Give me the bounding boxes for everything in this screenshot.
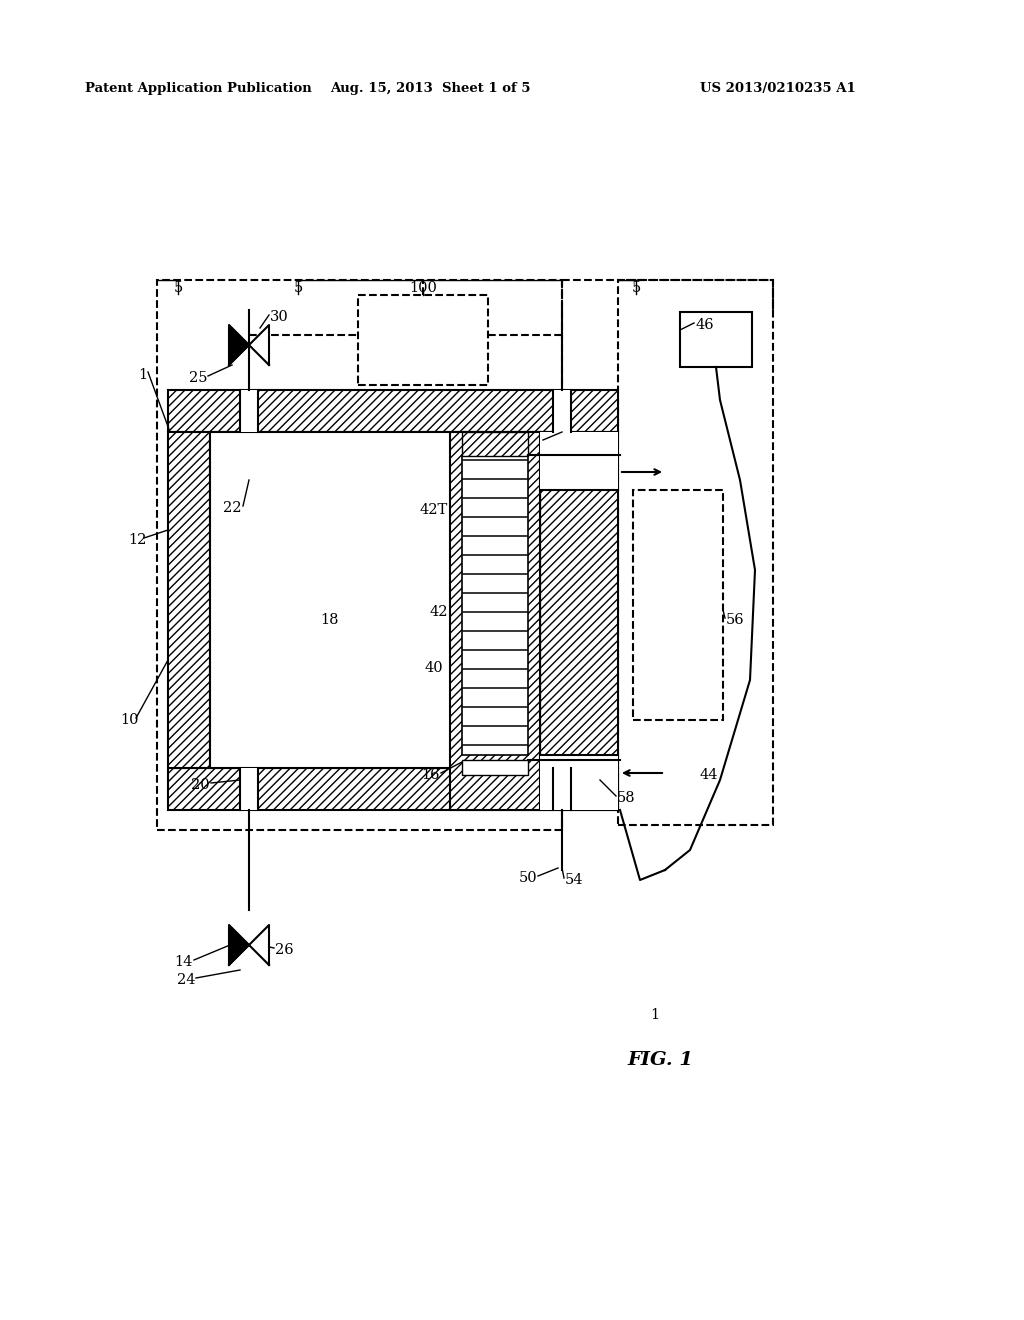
Text: 10: 10 — [120, 713, 138, 727]
Text: 12: 12 — [128, 533, 146, 546]
Text: 30: 30 — [270, 310, 289, 323]
Text: 18: 18 — [321, 612, 339, 627]
Bar — [462, 760, 528, 775]
Bar — [540, 432, 618, 490]
Text: 56: 56 — [726, 612, 744, 627]
Bar — [358, 294, 488, 385]
Text: 40: 40 — [424, 661, 443, 675]
Bar — [168, 389, 618, 432]
Bar — [680, 312, 752, 367]
Text: 14: 14 — [175, 954, 193, 969]
Text: Aug. 15, 2013  Sheet 1 of 5: Aug. 15, 2013 Sheet 1 of 5 — [330, 82, 530, 95]
Bar — [168, 432, 210, 768]
Text: 22: 22 — [223, 502, 242, 515]
Text: 25: 25 — [188, 371, 207, 385]
Bar — [240, 768, 258, 810]
Text: 1: 1 — [138, 368, 147, 381]
Text: 5: 5 — [632, 281, 641, 294]
Text: 24: 24 — [176, 973, 195, 987]
Text: 20: 20 — [191, 777, 210, 792]
Polygon shape — [249, 325, 269, 366]
Bar — [633, 490, 723, 719]
Text: 54: 54 — [565, 873, 584, 887]
Text: 100: 100 — [409, 281, 437, 294]
Text: Patent Application Publication: Patent Application Publication — [85, 82, 311, 95]
Text: 1: 1 — [650, 1008, 659, 1022]
Text: 42: 42 — [429, 605, 449, 619]
Bar — [540, 432, 618, 810]
Text: 5: 5 — [293, 281, 303, 294]
Bar — [462, 455, 528, 755]
Text: 58: 58 — [617, 791, 636, 805]
Bar — [553, 768, 571, 810]
Bar — [240, 389, 258, 432]
Polygon shape — [229, 925, 249, 965]
Text: 16: 16 — [422, 768, 440, 781]
Bar — [618, 280, 773, 825]
Polygon shape — [229, 325, 249, 366]
Text: 42T: 42T — [420, 503, 449, 517]
Bar — [450, 432, 540, 810]
Text: 26: 26 — [275, 942, 294, 957]
Bar — [157, 280, 562, 830]
Polygon shape — [249, 925, 269, 965]
Text: FIG. 1: FIG. 1 — [627, 1051, 693, 1069]
Text: 46: 46 — [695, 318, 714, 333]
Bar — [462, 432, 528, 455]
Text: 52: 52 — [523, 436, 542, 449]
Bar — [210, 432, 540, 768]
Bar — [540, 755, 618, 810]
Text: US 2013/0210235 A1: US 2013/0210235 A1 — [700, 82, 856, 95]
Text: 5: 5 — [173, 281, 182, 294]
Bar — [553, 389, 571, 432]
Text: 44: 44 — [700, 768, 719, 781]
Bar — [168, 768, 618, 810]
Text: 50: 50 — [518, 871, 537, 884]
